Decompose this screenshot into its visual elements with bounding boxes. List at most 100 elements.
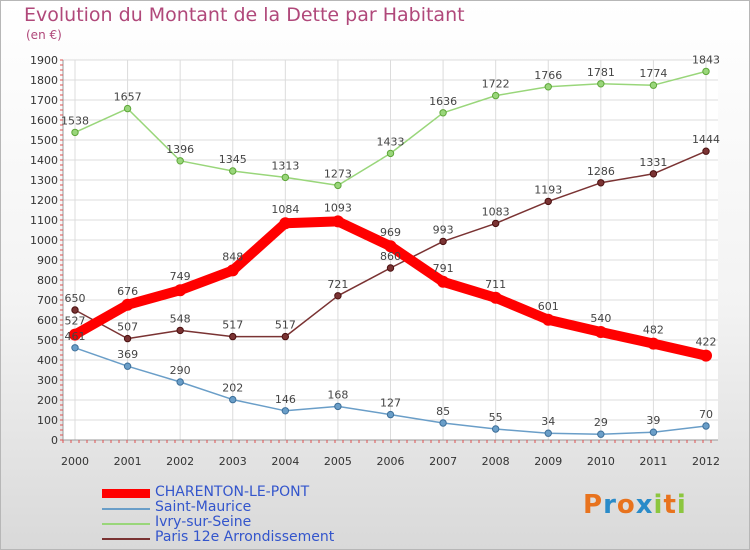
legend-label: Paris 12e Arrondissement	[155, 529, 335, 545]
data-label: 969	[380, 226, 401, 239]
data-point	[334, 402, 342, 411]
data-label: 1396	[166, 143, 194, 156]
data-point	[544, 197, 552, 206]
data-point	[489, 291, 502, 304]
data-label: 1766	[534, 69, 562, 82]
legend-swatch	[102, 508, 150, 510]
y-tick-label: 100	[37, 414, 58, 427]
data-point	[123, 362, 132, 370]
data-label: 1193	[534, 183, 562, 196]
data-label: 1286	[587, 165, 615, 178]
y-tick-label: 1400	[30, 154, 58, 167]
data-point	[229, 395, 237, 404]
x-tick-label: 2002	[166, 455, 194, 468]
data-point	[649, 81, 658, 89]
y-tick-label: 1600	[30, 114, 58, 127]
data-label: 34	[541, 415, 555, 428]
data-label: 1657	[114, 91, 142, 104]
data-point	[176, 157, 184, 165]
data-label: 527	[65, 315, 86, 328]
legend-swatch	[102, 538, 150, 540]
data-label: 70	[699, 408, 713, 421]
data-label: 548	[170, 312, 191, 325]
legend-label: CHARENTON-LE-PONT	[155, 484, 310, 500]
logo-letter: i	[653, 490, 664, 520]
data-label: 711	[485, 278, 506, 291]
data-label: 1843	[692, 53, 720, 66]
data-point	[331, 215, 344, 228]
data-label: 1444	[692, 133, 720, 146]
data-point	[384, 240, 397, 253]
data-point	[702, 67, 710, 76]
data-point	[71, 306, 79, 314]
legend-swatch	[102, 489, 150, 498]
data-point	[279, 217, 292, 230]
data-label: 749	[170, 270, 191, 283]
y-tick-label: 1800	[30, 74, 58, 87]
data-label: 202	[222, 382, 243, 395]
logo-letter: r	[603, 490, 617, 520]
data-label: 1433	[377, 135, 405, 148]
data-point	[334, 292, 342, 300]
y-tick-label: 1000	[30, 234, 58, 247]
data-label: 127	[380, 397, 401, 410]
data-point	[597, 179, 605, 187]
data-label: 1313	[271, 159, 299, 172]
logo-letter: P	[583, 490, 604, 520]
data-label: 55	[489, 411, 503, 424]
y-tick-label: 1100	[30, 214, 58, 227]
data-point	[439, 237, 447, 246]
data-point	[439, 419, 447, 427]
data-point	[647, 337, 660, 350]
data-point	[386, 410, 395, 419]
data-label: 507	[117, 321, 138, 334]
data-point	[69, 328, 81, 341]
logo-letter: o	[616, 490, 636, 520]
logo-letter: x	[635, 490, 654, 520]
data-label: 85	[436, 405, 450, 418]
data-label: 39	[646, 414, 660, 427]
x-tick-label: 2008	[482, 455, 510, 468]
x-tick-label: 2005	[324, 455, 352, 468]
data-label: 1084	[271, 203, 299, 216]
y-tick-label: 0	[51, 434, 58, 447]
x-tick-label: 2006	[377, 455, 405, 468]
y-tick-label: 1900	[30, 54, 58, 67]
x-tick-label: 2011	[639, 455, 667, 468]
x-tick-label: 2004	[271, 455, 299, 468]
data-label: 860	[380, 250, 401, 263]
data-label: 1636	[429, 95, 457, 108]
data-point	[649, 428, 658, 436]
y-tick-label: 1300	[30, 174, 58, 187]
data-label: 146	[275, 393, 296, 406]
data-point	[229, 167, 237, 175]
y-tick-label: 200	[37, 394, 58, 407]
data-point	[437, 275, 450, 288]
data-label: 848	[222, 250, 243, 263]
legend-swatch	[102, 523, 150, 525]
data-point	[281, 173, 290, 182]
data-point	[176, 378, 184, 386]
data-label: 540	[590, 312, 611, 325]
data-label: 1781	[587, 66, 615, 79]
x-tick-label: 2010	[587, 455, 615, 468]
x-tick-label: 2007	[429, 455, 457, 468]
data-label: 993	[433, 223, 454, 236]
data-point	[386, 264, 395, 272]
data-label: 1345	[219, 153, 247, 166]
data-point	[229, 332, 237, 341]
data-point	[702, 147, 710, 155]
data-label: 1774	[639, 67, 667, 80]
y-tick-label: 1500	[30, 134, 58, 147]
data-point	[597, 430, 605, 438]
data-point	[176, 326, 184, 335]
chart-subtitle: (en €)	[26, 28, 62, 42]
data-point	[649, 170, 658, 178]
y-tick-label: 900	[37, 254, 58, 267]
data-point	[174, 284, 187, 297]
x-tick-label: 2003	[219, 455, 247, 468]
x-tick-label: 2009	[534, 455, 562, 468]
legend-label: Saint-Maurice	[155, 499, 252, 515]
data-point	[491, 91, 500, 100]
